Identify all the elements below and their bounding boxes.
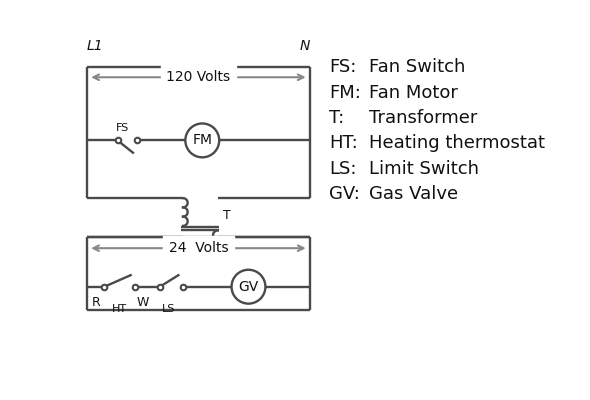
Text: L1: L1 xyxy=(87,39,103,53)
Text: Heating thermostat: Heating thermostat xyxy=(369,134,545,152)
Text: T: T xyxy=(223,209,231,222)
Text: HT: HT xyxy=(112,304,127,314)
Text: GV: GV xyxy=(238,280,258,294)
Text: Fan Motor: Fan Motor xyxy=(369,84,458,102)
Text: W: W xyxy=(137,296,149,309)
Text: N: N xyxy=(300,39,310,53)
Text: FM:: FM: xyxy=(329,84,361,102)
Text: FM: FM xyxy=(192,134,212,148)
Text: Fan Switch: Fan Switch xyxy=(369,58,466,76)
Text: LS: LS xyxy=(162,304,175,314)
Text: LS:: LS: xyxy=(329,160,357,178)
Text: Gas Valve: Gas Valve xyxy=(369,185,458,203)
Text: 24  Volts: 24 Volts xyxy=(169,241,228,255)
Text: GV:: GV: xyxy=(329,185,360,203)
Text: 120 Volts: 120 Volts xyxy=(166,70,231,84)
Text: Transformer: Transformer xyxy=(369,109,478,127)
Text: R: R xyxy=(92,296,101,309)
Text: T:: T: xyxy=(329,109,345,127)
Text: Limit Switch: Limit Switch xyxy=(369,160,479,178)
Text: FS:: FS: xyxy=(329,58,357,76)
Text: FS: FS xyxy=(116,123,129,133)
Text: HT:: HT: xyxy=(329,134,358,152)
